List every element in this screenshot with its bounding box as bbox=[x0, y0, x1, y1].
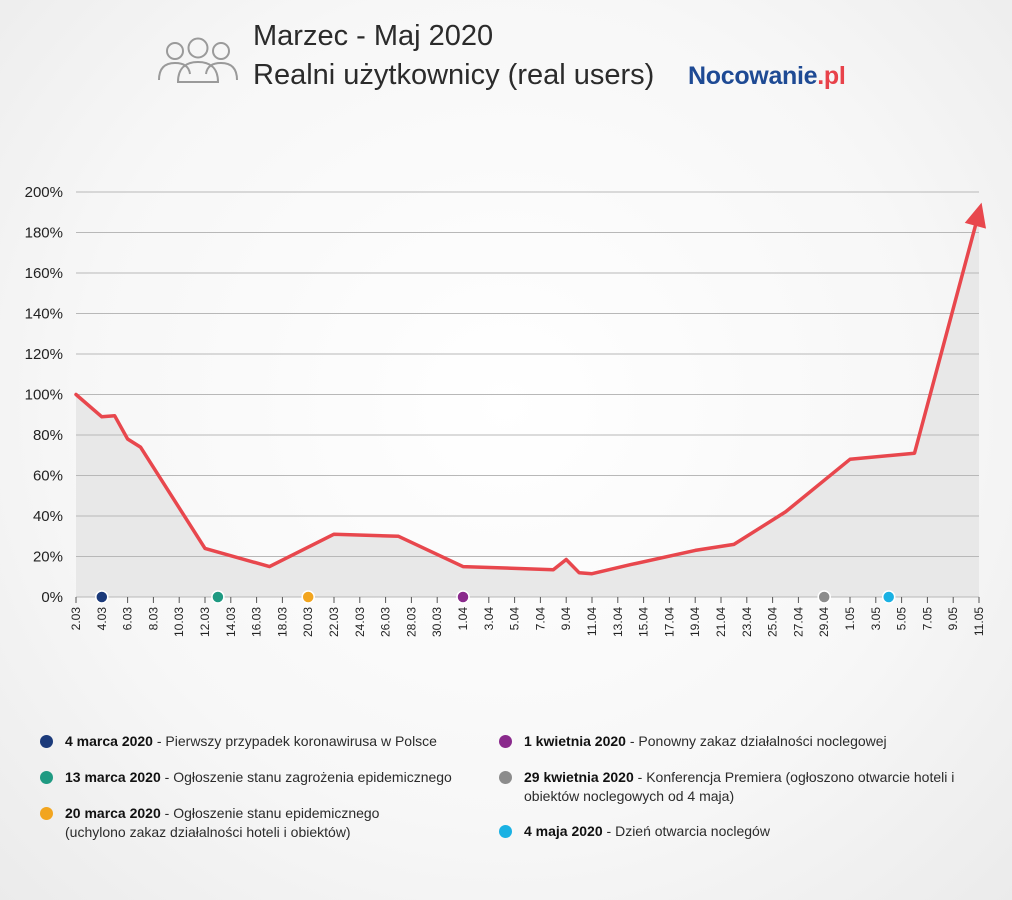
legend-text: Pierwszy przypadek koronawirusa w Polsce bbox=[165, 733, 437, 749]
x-tick-label: 15.04 bbox=[637, 607, 651, 637]
x-tick-label: 30.03 bbox=[430, 607, 444, 637]
legend-text: Ogłoszenie stanu epidemicznego (uchylono… bbox=[65, 805, 380, 840]
chart-title: Marzec - Maj 2020 bbox=[253, 20, 494, 52]
x-tick-label: 22.03 bbox=[327, 607, 341, 637]
x-tick-label: 7.04 bbox=[533, 607, 547, 631]
y-tick-label: 140% bbox=[25, 306, 63, 323]
x-tick-label: 17.04 bbox=[662, 607, 676, 637]
x-tick-label: 9.05 bbox=[946, 607, 960, 631]
x-tick-label: 16.03 bbox=[250, 607, 264, 637]
x-tick-label: 1.04 bbox=[456, 607, 470, 631]
x-tick-label: 7.05 bbox=[920, 607, 934, 631]
chart-subtitle: Realni użytkownicy (real users) bbox=[253, 59, 655, 91]
x-tick-label: 12.03 bbox=[198, 607, 212, 637]
legend-dot-event-1 bbox=[40, 735, 53, 748]
legend-date: 13 marca 2020 bbox=[65, 769, 161, 785]
legend-date: 4 marca 2020 bbox=[65, 733, 153, 749]
x-tick-label: 26.03 bbox=[379, 607, 393, 637]
x-tick-label: 11.05 bbox=[972, 607, 986, 636]
x-tick-label: 4.03 bbox=[95, 607, 109, 631]
event-marker bbox=[211, 590, 225, 604]
arrow-head bbox=[964, 202, 987, 229]
x-tick-label: 8.03 bbox=[146, 607, 160, 631]
event-marker bbox=[456, 590, 470, 604]
legend-text: Ponowny zakaz działalności noclegowej bbox=[638, 733, 887, 749]
x-tick-label: 13.04 bbox=[611, 607, 625, 637]
brand-name: Nocowanie bbox=[688, 62, 818, 90]
event-marker bbox=[817, 590, 831, 604]
y-tick-label: 40% bbox=[33, 508, 63, 525]
legend-text: Dzień otwarcia noclegów bbox=[615, 823, 770, 839]
x-tick-label: 1.05 bbox=[843, 607, 857, 631]
legend-date: 4 maja 2020 bbox=[524, 823, 603, 839]
y-tick-label: 200% bbox=[25, 184, 63, 201]
y-tick-label: 100% bbox=[25, 387, 63, 404]
x-tick-label: 24.03 bbox=[353, 607, 367, 637]
header: Marzec - Maj 2020 Realni użytkownicy (re… bbox=[0, 0, 1012, 110]
x-tick-label: 5.04 bbox=[508, 607, 522, 631]
y-tick-label: 160% bbox=[25, 265, 63, 282]
legend-dot-event-6 bbox=[499, 825, 512, 838]
x-tick-label: 6.03 bbox=[121, 607, 135, 631]
x-tick-label: 10.03 bbox=[172, 607, 186, 637]
x-tick-label: 3.04 bbox=[482, 607, 496, 631]
x-tick-label: 2.03 bbox=[69, 607, 83, 631]
brand-logo[interactable]: Nocowanie.pl bbox=[688, 62, 846, 91]
x-tick-label: 27.04 bbox=[791, 607, 805, 637]
line-chart: 0% 20% 40% 60% 80% 100% 120% 140% 160% 180% 200% 2.… bbox=[25, 184, 987, 637]
x-tick-label: 11.04 bbox=[585, 607, 599, 636]
legend-date: 1 kwietnia 2020 bbox=[524, 733, 626, 749]
x-tick-label: 29.04 bbox=[817, 607, 831, 637]
users-icon bbox=[158, 37, 238, 83]
x-tick-label: 19.04 bbox=[688, 607, 702, 637]
y-tick-label: 180% bbox=[25, 225, 63, 242]
legend-dot-event-5 bbox=[499, 771, 512, 784]
x-tick-label: 14.03 bbox=[224, 607, 238, 637]
legend-text: Ogłoszenie stanu zagrożenia epidemiczneg… bbox=[173, 769, 452, 785]
legend-date: 20 marca 2020 bbox=[65, 805, 161, 821]
area-fill bbox=[76, 212, 979, 598]
series-line bbox=[74, 210, 981, 576]
y-tick-label: 120% bbox=[25, 346, 63, 363]
event-legend: 4 marca 2020 - Pierwszy przypadek korona… bbox=[0, 725, 1012, 875]
event-marker bbox=[881, 590, 896, 604]
x-tick-label: 25.04 bbox=[766, 607, 780, 637]
y-tick-label: 20% bbox=[33, 549, 63, 566]
x-tick-label: 20.03 bbox=[301, 607, 315, 637]
x-tick-label: 23.04 bbox=[740, 607, 754, 637]
y-tick-label: 80% bbox=[33, 427, 63, 444]
x-tick-label: 18.03 bbox=[275, 607, 289, 637]
legend-dot-event-4 bbox=[499, 735, 512, 748]
event-marker bbox=[95, 590, 109, 604]
legend-dot-event-3 bbox=[40, 807, 53, 820]
x-tick-label: 21.04 bbox=[714, 607, 728, 637]
y-tick-label: 0% bbox=[41, 589, 63, 606]
legend-dot-event-2 bbox=[40, 771, 53, 784]
x-tick-label: 28.03 bbox=[404, 607, 418, 637]
event-marker bbox=[301, 590, 315, 604]
x-tick-label: 5.05 bbox=[895, 607, 909, 631]
brand-domain: .pl bbox=[817, 62, 846, 90]
legend-text: Konferencja Premiera (ogłoszono otwarcie… bbox=[524, 769, 955, 804]
legend-date: 29 kwietnia 2020 bbox=[524, 769, 634, 785]
x-tick-label: 3.05 bbox=[869, 607, 883, 631]
y-tick-label: 60% bbox=[33, 468, 63, 485]
x-tick-label: 9.04 bbox=[559, 607, 573, 631]
